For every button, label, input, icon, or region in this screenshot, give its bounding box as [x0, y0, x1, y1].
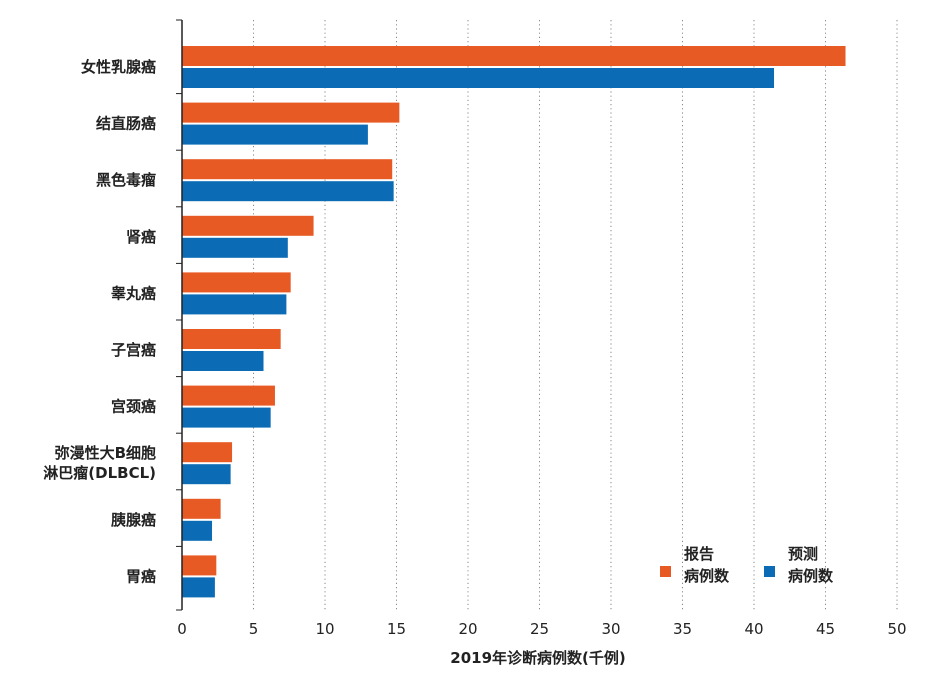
category-label-5: 子宫癌 — [111, 341, 156, 359]
category-label-8: 胰腺癌 — [111, 511, 156, 529]
x-tick-label-35: 35 — [673, 620, 692, 638]
bar-reported-5 — [182, 329, 281, 349]
x-tick-label-45: 45 — [816, 620, 835, 638]
legend: 报告病例数 预测病例数 — [660, 545, 834, 585]
x-axis-title: 2019年诊断病例数(千例) — [450, 649, 625, 667]
x-tick-label-50: 50 — [887, 620, 906, 638]
x-tick-label-25: 25 — [530, 620, 549, 638]
legend-swatch-predicted — [764, 566, 775, 577]
bar-predicted-6 — [182, 407, 271, 428]
x-tick-label-40: 40 — [744, 620, 763, 638]
bar-reported-4 — [182, 272, 291, 293]
axes — [176, 19, 183, 611]
category-label-3: 肾癌 — [126, 228, 156, 246]
category-label-9: 胃癌 — [126, 567, 156, 585]
bar-reported-9 — [182, 555, 217, 576]
legend-label-reported: 报告病例数 — [684, 545, 730, 585]
x-tick-labels: 0 5 10 15 20 25 30 35 40 45 50 — [177, 620, 906, 638]
bars — [182, 46, 846, 598]
bar-reported-6 — [182, 385, 275, 406]
category-label-6: 宫颈癌 — [111, 398, 156, 416]
bar-reported-0 — [182, 46, 846, 66]
bar-predicted-9 — [182, 577, 215, 598]
bar-predicted-1 — [182, 124, 368, 145]
bar-predicted-7 — [182, 464, 231, 485]
bar-predicted-4 — [182, 294, 287, 315]
bar-predicted-3 — [182, 237, 288, 258]
legend-swatch-reported — [660, 566, 671, 577]
category-label-2: 黑色毒瘤 — [96, 171, 156, 189]
category-label-1: 结直肠癌 — [96, 115, 156, 133]
bar-predicted-2 — [182, 181, 394, 202]
category-labels: 女性乳腺癌结直肠癌黑色毒瘤肾癌睾丸癌子宫癌宫颈癌弥漫性大B细胞淋巴瘤(DLBCL… — [43, 58, 156, 585]
bar-predicted-8 — [182, 520, 213, 541]
grid-lines — [253, 20, 898, 610]
x-tick-label-20: 20 — [458, 620, 477, 638]
bar-reported-7 — [182, 442, 233, 463]
bar-predicted-0 — [182, 68, 775, 88]
legend-label-predicted: 预测病例数 — [788, 545, 834, 585]
x-tick-label-10: 10 — [315, 620, 334, 638]
category-label-4: 睾丸癌 — [111, 284, 156, 302]
category-label-0: 女性乳腺癌 — [81, 58, 156, 76]
bar-predicted-5 — [182, 351, 264, 371]
x-tick-label-0: 0 — [177, 620, 187, 638]
x-tick-label-30: 30 — [601, 620, 620, 638]
bar-reported-3 — [182, 215, 314, 236]
bar-reported-1 — [182, 102, 400, 123]
x-tick-label-15: 15 — [387, 620, 406, 638]
category-label-7: 弥漫性大B细胞淋巴瘤(DLBCL) — [43, 444, 156, 482]
x-tick-label-5: 5 — [249, 620, 259, 638]
bar-reported-2 — [182, 159, 393, 180]
bar-reported-8 — [182, 498, 221, 519]
